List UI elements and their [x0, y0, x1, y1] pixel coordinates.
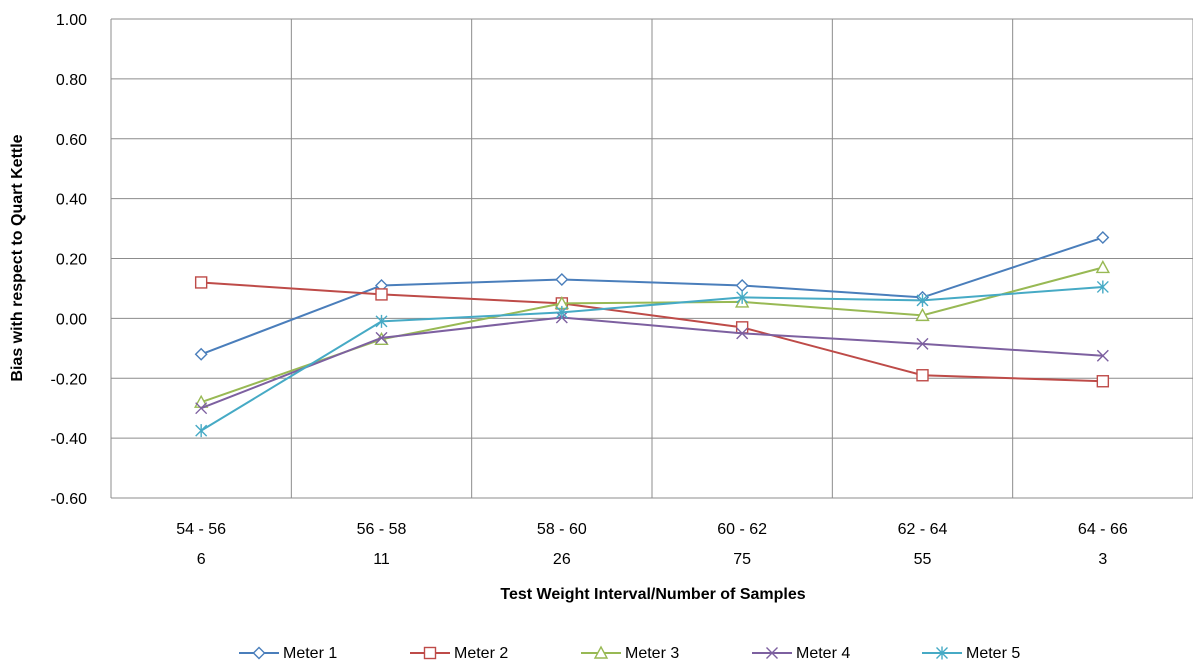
data-point-marker [736, 290, 749, 304]
data-point-marker [555, 305, 568, 319]
x-tick-interval: 54 - 56 [176, 521, 226, 538]
y-tick-label: 1.00 [56, 12, 87, 29]
legend-item: Meter 2 [410, 645, 508, 662]
y-tick-label: 0.00 [56, 311, 87, 328]
legend-label: Meter 1 [283, 645, 337, 662]
x-tick-samples: 75 [733, 551, 751, 568]
data-point-marker [766, 647, 778, 659]
data-point-marker [1096, 280, 1109, 294]
data-point-marker [735, 321, 749, 334]
x-tick-samples: 26 [553, 551, 571, 568]
data-point-marker [195, 402, 208, 415]
y-axis-ticks: 1.00 0.80 0.60 0.40 0.20 0.00 -0.20 -0.40 -0.60 [51, 12, 88, 508]
x-tick-interval: 64 - 66 [1078, 521, 1128, 538]
series-5 [195, 280, 1109, 438]
series-1 [194, 231, 1110, 361]
data-point-marker [1095, 260, 1111, 274]
y-tick-label: 0.40 [56, 192, 87, 209]
y-tick-label: -0.60 [51, 491, 88, 508]
series-line [201, 281, 1103, 383]
data-point-marker [375, 331, 388, 344]
series-line [200, 285, 1103, 432]
data-point-marker [593, 645, 609, 659]
y-tick-label: -0.20 [51, 371, 88, 388]
legend-item: Meter 1 [239, 645, 337, 662]
x-tick-interval: 62 - 64 [898, 521, 948, 538]
data-point-marker [195, 424, 208, 438]
data-point-marker [194, 347, 208, 361]
series-group [193, 231, 1111, 438]
data-point-marker [915, 307, 930, 322]
series-4 [195, 311, 1109, 415]
data-point-marker [916, 369, 929, 382]
y-axis-title: Bias with respect to Quart Kettle [9, 134, 26, 381]
legend-item: Meter 3 [581, 645, 679, 662]
data-point-marker [194, 276, 208, 289]
data-point-marker [252, 646, 266, 660]
grid [110, 18, 1193, 499]
y-tick-label: 0.60 [56, 132, 87, 149]
data-point-marker [1096, 349, 1109, 362]
x-axis-title: Test Weight Interval/Number of Samples [500, 586, 805, 603]
x-tick-interval: 56 - 58 [357, 521, 407, 538]
series-line [200, 316, 1103, 410]
data-point-marker [375, 314, 388, 328]
legend: Meter 1 Meter 2 Meter 3 Meter 4 Meter 5 [239, 645, 1020, 662]
data-point-marker [735, 278, 749, 292]
x-tick-interval: 58 - 60 [537, 521, 587, 538]
x-tick-samples: 11 [373, 551, 390, 568]
data-point-marker [1096, 231, 1110, 245]
data-point-marker [736, 327, 749, 340]
data-point-marker [916, 293, 929, 307]
y-tick-label: 0.20 [56, 252, 87, 269]
x-tick-samples: 3 [1098, 551, 1107, 568]
x-tick-samples: 55 [914, 551, 932, 568]
data-point-marker [555, 272, 569, 286]
y-tick-label: -0.40 [51, 431, 88, 448]
legend-label: Meter 2 [454, 645, 508, 662]
data-point-marker [916, 337, 929, 350]
series-line [200, 236, 1104, 356]
data-point-marker [1096, 375, 1110, 388]
legend-item: Meter 5 [922, 645, 1020, 662]
x-axis-ticks: 54 - 56 6 56 - 58 11 58 - 60 26 60 - 62 75 62 - … [176, 521, 1128, 568]
data-point-marker [423, 646, 437, 660]
data-point-marker [936, 646, 948, 660]
x-tick-samples: 6 [197, 551, 206, 568]
data-point-marker [375, 288, 388, 301]
legend-item: Meter 4 [752, 645, 850, 662]
y-tick-label: 0.80 [56, 72, 87, 89]
legend-label: Meter 3 [625, 645, 679, 662]
legend-label: Meter 5 [966, 645, 1020, 662]
x-tick-interval: 60 - 62 [717, 521, 767, 538]
legend-label: Meter 4 [796, 645, 850, 662]
